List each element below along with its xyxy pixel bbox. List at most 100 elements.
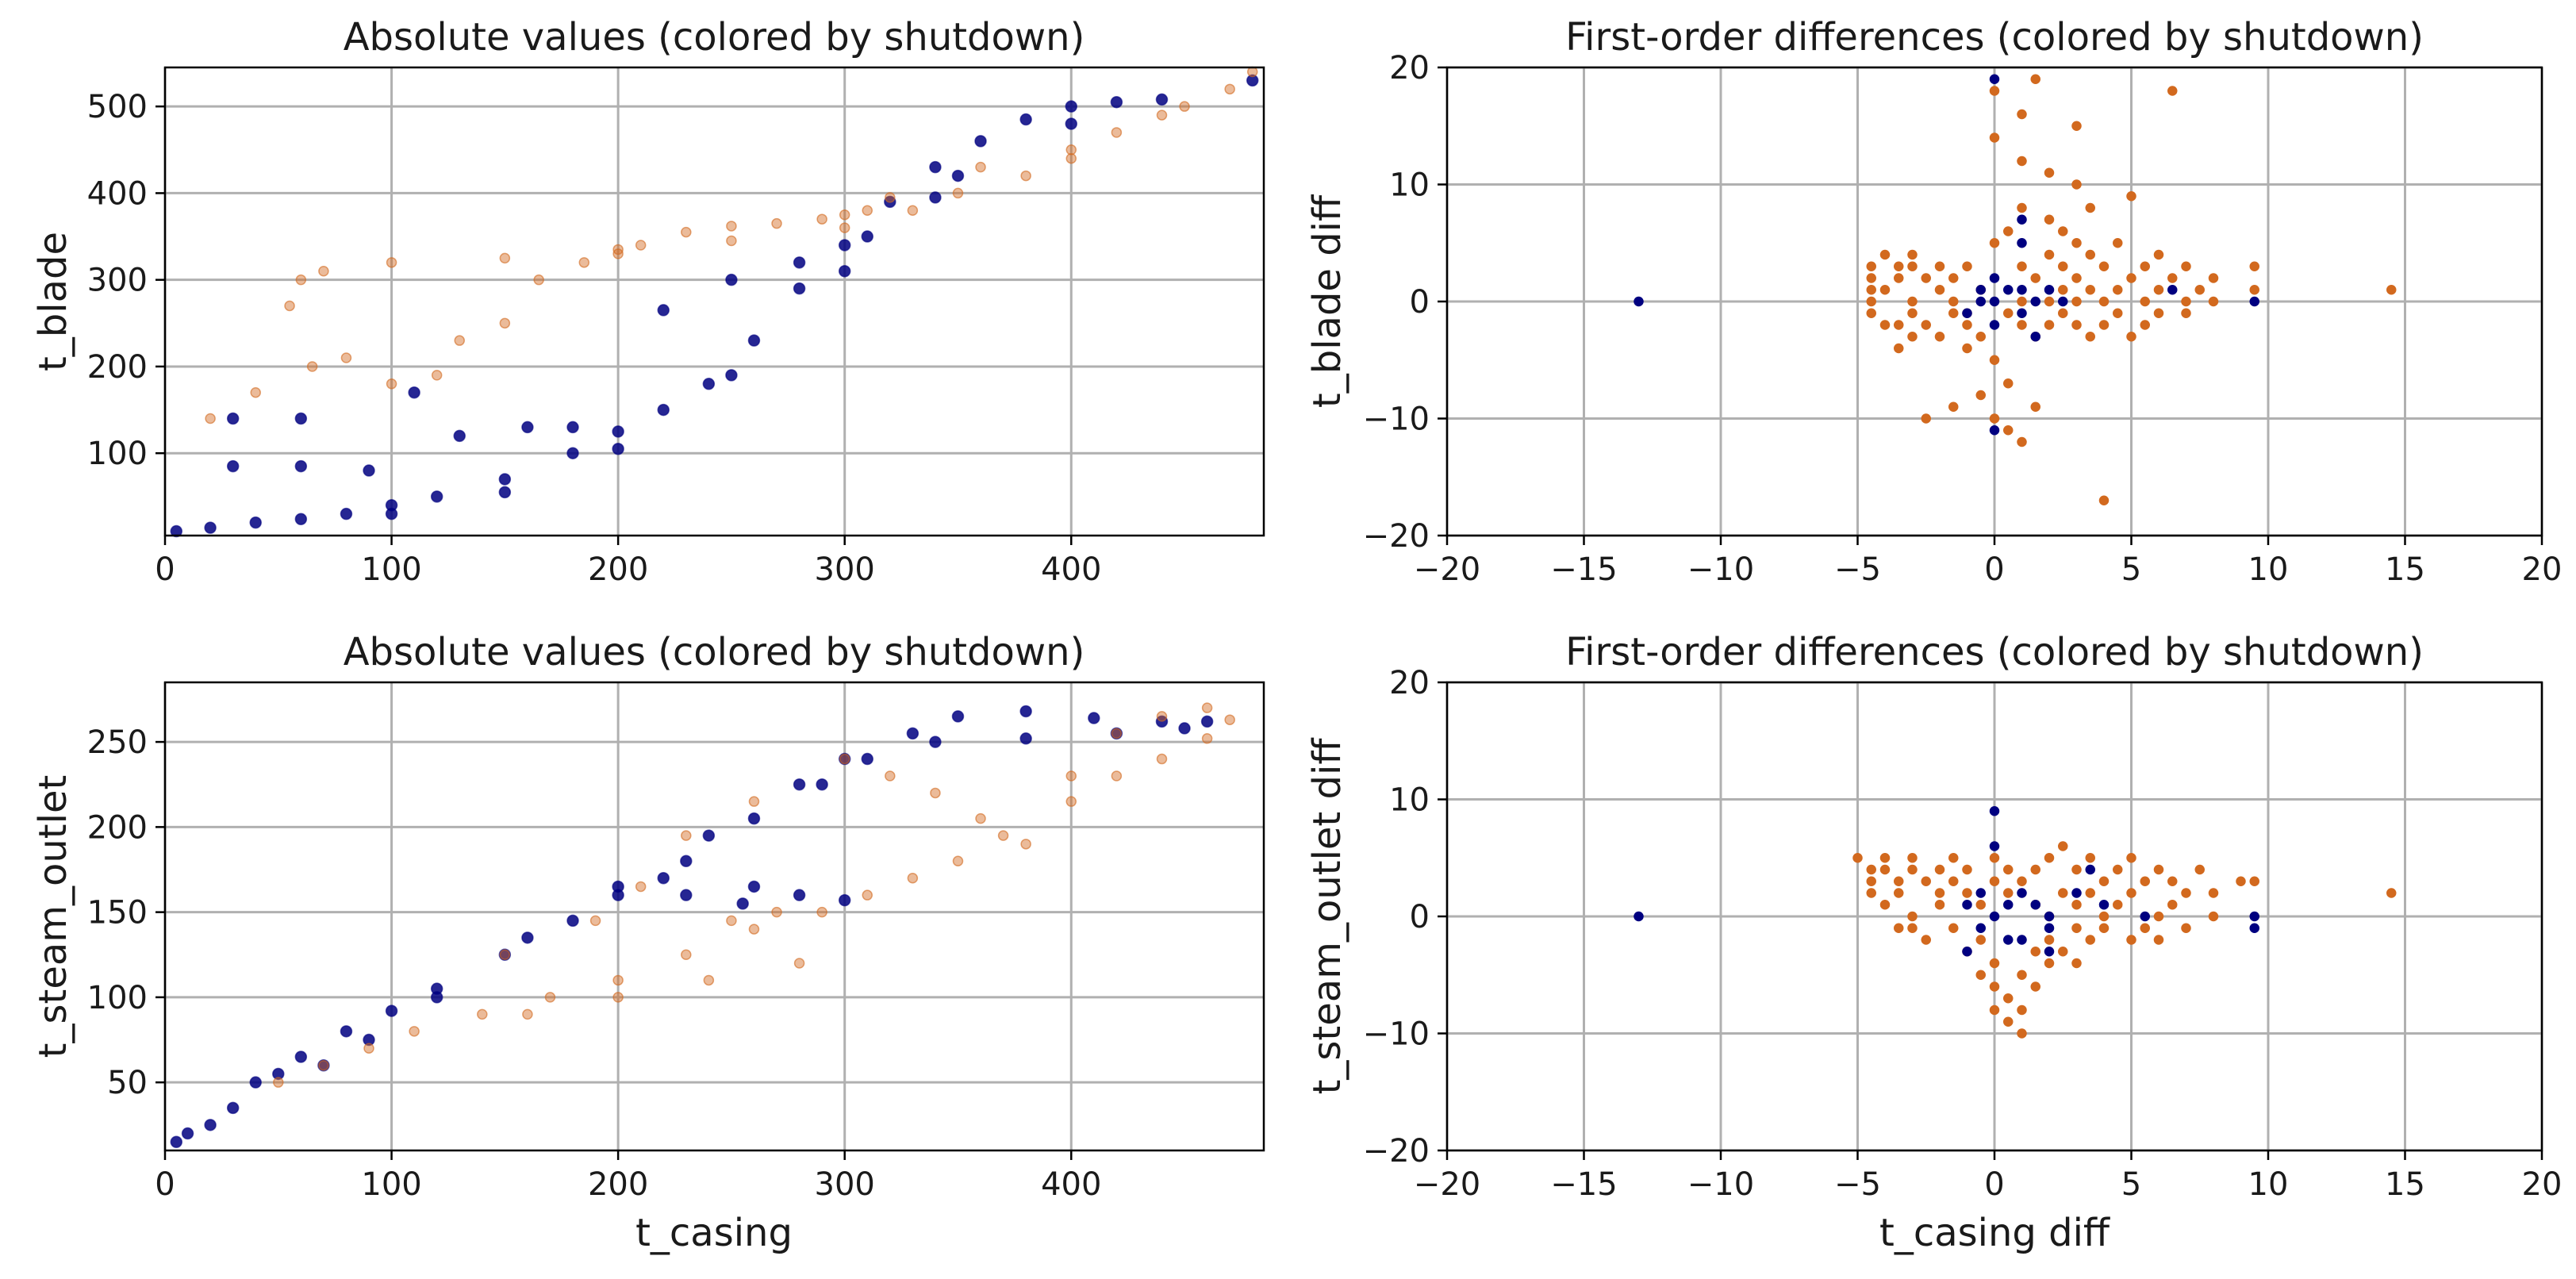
scatter-point-normal (2208, 296, 2219, 307)
scatter-point-normal (2098, 876, 2110, 886)
scatter-point-shutdown (1019, 113, 1032, 126)
scatter-point-normal (205, 413, 216, 424)
scatter-point-shutdown (385, 1004, 398, 1017)
scatter-point-normal (1962, 343, 1972, 354)
scatter-point-shutdown (2044, 285, 2055, 295)
scatter-point-normal (1934, 285, 1945, 295)
scatter-point-normal (839, 753, 850, 765)
scatter-point-shutdown (294, 412, 308, 425)
scatter-point-shutdown (2071, 888, 2082, 898)
scatter-point-normal (2071, 900, 2082, 910)
scatter-point-normal (273, 1077, 284, 1088)
x-tick-label: 20 (2522, 1166, 2563, 1203)
scatter-point-shutdown (1634, 296, 1644, 307)
x-tick-label: 5 (2121, 551, 2141, 588)
scatter-point-normal (2017, 1028, 2027, 1039)
scatter-point-normal (1866, 273, 1876, 283)
plot-frame (163, 66, 1265, 537)
scatter-point-normal (1907, 308, 1918, 318)
scatter-point-normal (1894, 923, 1904, 933)
panel-diff-steam: −20 −15 −10 −5 0 5 10 15 20 −20 −10 0 10 20 First-ord… (1305, 630, 2562, 1255)
scatter-point-normal (1989, 355, 2000, 365)
scatter-point-shutdown (340, 1025, 353, 1038)
scatter-point-normal (2181, 261, 2191, 271)
scatter-point-normal (1989, 1004, 2000, 1016)
scatter-point-shutdown (2167, 285, 2178, 295)
scatter-point-shutdown (725, 273, 738, 286)
scatter-point-shutdown (951, 169, 965, 182)
y-tick-label: 0 (1410, 899, 1430, 935)
scatter-point-normal (2058, 947, 2068, 957)
scatter-point-normal (1866, 308, 1876, 318)
scatter-point-normal (2098, 923, 2110, 933)
scatter-point-normal (1907, 911, 1918, 922)
scatter-point-normal (1907, 249, 1918, 260)
scatter-point-normal (2181, 296, 2191, 307)
scatter-point-normal (499, 949, 511, 961)
scatter-point-normal (1866, 285, 1876, 295)
scatter-point-shutdown (170, 524, 183, 538)
scatter-point-normal (1989, 981, 2000, 992)
scatter-point-normal (1989, 413, 2000, 424)
scatter-point-shutdown (838, 239, 851, 252)
scatter-point-shutdown (657, 403, 670, 417)
scatter-point-normal (2113, 308, 2123, 318)
scatter-point-shutdown (793, 889, 806, 901)
y-tick-label: −10 (1363, 401, 1430, 438)
scatter-point-normal (2249, 285, 2259, 295)
scatter-point-shutdown (2044, 911, 2055, 922)
x-tick-label: 20 (2522, 551, 2563, 588)
scatter-point-shutdown (2017, 308, 2027, 318)
scatter-point-shutdown (1975, 285, 1986, 295)
scatter-point-shutdown (1019, 705, 1032, 718)
scatter-point-normal (612, 248, 624, 259)
scatter-point-normal (409, 1026, 420, 1037)
scatter-point-normal (1879, 320, 1891, 330)
y-tick-label: 0 (1410, 284, 1430, 321)
scatter-point-normal (2044, 320, 2055, 330)
scatter-point-normal (2085, 888, 2095, 898)
scatter-point-normal (612, 992, 624, 1003)
scatter-point-normal (2167, 86, 2178, 96)
scatter-point-shutdown (521, 931, 534, 944)
scatter-point-shutdown (2140, 911, 2150, 922)
scatter-point-shutdown (340, 507, 353, 520)
scatter-point-normal (1989, 86, 2000, 96)
scatter-point-shutdown (725, 369, 738, 382)
scatter-point-normal (1921, 273, 1931, 283)
scatter-point-normal (306, 361, 318, 372)
scatter-point-normal (284, 300, 295, 312)
x-tick-label: −10 (1687, 1166, 1754, 1203)
scatter-point-shutdown (385, 507, 398, 520)
scatter-point-normal (2044, 167, 2055, 178)
x-tick-label: 0 (155, 1166, 175, 1203)
scatter-point-normal (2098, 296, 2110, 307)
x-tick-label: 0 (155, 551, 175, 588)
y-tick-label: 20 (1389, 50, 1430, 86)
scatter-point-normal (1020, 839, 1031, 850)
scatter-point-normal (318, 1059, 329, 1071)
scatter-point-normal (2044, 249, 2055, 260)
scatter-point-shutdown (2017, 888, 2027, 898)
scatter-point-normal (1179, 101, 1190, 112)
scatter-point-normal (2030, 401, 2040, 412)
scatter-point-normal (1989, 958, 2000, 969)
scatter-point-normal (2167, 876, 2178, 886)
scatter-point-normal (2044, 296, 2055, 307)
scatter-point-normal (907, 205, 919, 217)
x-axis-label: t_casing (635, 1211, 793, 1255)
scatter-point-shutdown (1962, 947, 1972, 957)
scatter-point-normal (2058, 226, 2068, 236)
scatter-point-normal (681, 949, 692, 961)
y-tick-label: 150 (87, 895, 148, 931)
y-tick-label: 250 (87, 724, 148, 761)
scatter-point-normal (816, 906, 827, 918)
scatter-point-normal (1907, 864, 1918, 875)
scatter-point-shutdown (702, 829, 716, 842)
scatter-point-normal (1948, 853, 1959, 863)
scatter-point-shutdown (2003, 900, 2014, 910)
scatter-point-normal (681, 830, 692, 841)
scatter-point-normal (1065, 796, 1077, 807)
scatter-point-normal (1948, 401, 1959, 412)
